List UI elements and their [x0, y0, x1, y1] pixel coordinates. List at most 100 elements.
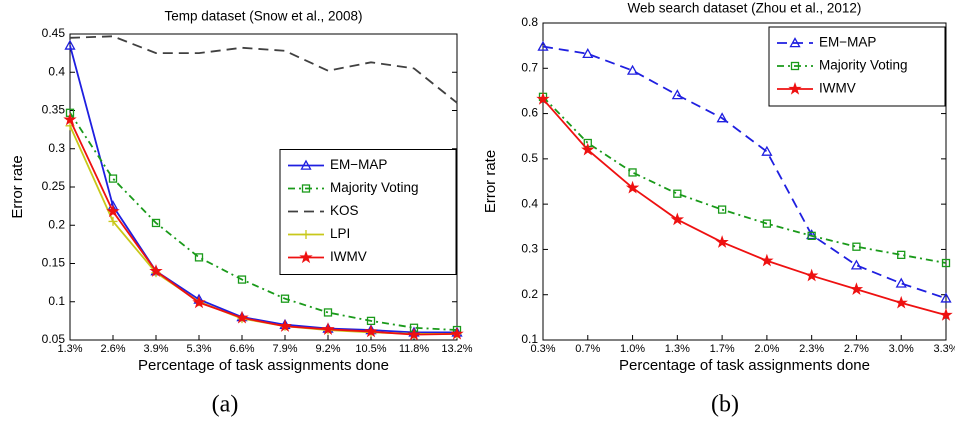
x-tick-label: 5.3%: [186, 343, 211, 355]
marker: [151, 218, 161, 228]
legend-marker: [788, 81, 802, 95]
marker: [63, 112, 77, 126]
y-tick-label: 0.3: [521, 242, 538, 256]
caption: (a): [212, 392, 239, 418]
marker: [760, 253, 774, 267]
marker: [626, 64, 639, 75]
marker: [106, 204, 120, 218]
marker: [192, 295, 206, 309]
marker: [625, 180, 640, 194]
y-tick-label: 0.5: [521, 151, 538, 165]
legend-label: Majority Voting: [819, 58, 908, 73]
y-tick-label: 0.2: [48, 217, 65, 231]
legend-marker: [300, 159, 312, 170]
marker: [581, 142, 595, 156]
legend-marker: [790, 61, 800, 71]
legend-label: IWMV: [330, 249, 367, 264]
x-axis-label: Percentage of task assignments done: [619, 357, 870, 374]
y-tick-label: 0.3: [48, 141, 65, 155]
x-tick-label: 3.9%: [143, 343, 168, 355]
x-tick-label: 1.0%: [620, 343, 645, 355]
marker: [716, 112, 728, 123]
x-tick-label: 3.3%: [933, 343, 955, 355]
series-line: [69, 119, 458, 336]
marker: [64, 39, 76, 50]
y-axis-label: Error rate: [9, 155, 26, 218]
x-tick-label: 3.0%: [889, 343, 914, 355]
marker: [108, 174, 118, 183]
y-tick-label: 0.2: [521, 287, 538, 301]
marker: [715, 235, 729, 248]
x-tick-label: 6.6%: [229, 343, 254, 355]
x-tick-label: 1.7%: [710, 343, 735, 355]
y-tick-label: 0.45: [42, 26, 66, 40]
marker: [939, 308, 953, 321]
x-tick-label: 13.2%: [441, 343, 472, 355]
marker: [407, 327, 421, 341]
x-tick-label: 0.7%: [575, 343, 600, 355]
y-tick-label: 0.1: [48, 294, 65, 308]
marker: [849, 282, 864, 295]
marker: [852, 242, 861, 251]
marker: [194, 253, 204, 262]
marker: [762, 219, 772, 228]
marker: [366, 316, 376, 326]
marker: [897, 250, 906, 260]
marker: [364, 324, 378, 338]
marker: [717, 205, 727, 214]
x-tick-label: 7.9%: [272, 343, 297, 355]
chart-title: Web search dataset (Zhou et al., 2012): [628, 1, 862, 16]
legend-label: IWMV: [819, 81, 856, 96]
y-tick-label: 0.05: [42, 332, 66, 346]
chart-title: Temp dataset (Snow et al., 2008): [164, 9, 362, 24]
marker: [807, 231, 816, 240]
series-line: [69, 112, 458, 331]
y-tick-label: 0.4: [521, 196, 538, 210]
marker: [895, 277, 907, 288]
legend-label: EM−MAP: [819, 35, 876, 50]
marker: [582, 47, 594, 59]
x-tick-label: 2.7%: [844, 343, 869, 355]
x-tick-label: 2.0%: [754, 343, 779, 355]
marker: [537, 40, 549, 51]
marker: [671, 89, 683, 100]
legend-label: EM−MAP: [330, 157, 387, 172]
marker: [894, 295, 908, 309]
marker: [280, 294, 290, 303]
marker: [761, 145, 773, 156]
y-tick-label: 0.8: [521, 15, 538, 29]
series-line: [542, 98, 947, 316]
legend-marker: [301, 230, 311, 239]
marker: [108, 216, 118, 226]
series-line: [69, 45, 457, 334]
legend-marker: [299, 250, 313, 264]
marker: [323, 308, 333, 317]
marker: [670, 212, 685, 226]
y-tick-label: 0.25: [42, 179, 66, 193]
marker: [536, 92, 550, 105]
marker: [278, 319, 292, 332]
x-tick-label: 1.3%: [665, 343, 690, 355]
x-tick-label: 11.8%: [399, 343, 430, 355]
marker: [450, 326, 464, 340]
marker: [940, 292, 952, 303]
marker: [149, 264, 163, 277]
y-tick-label: 0.35: [42, 103, 66, 117]
legend-label: Majority Voting: [330, 180, 419, 195]
x-tick-label: 1.3%: [57, 343, 82, 355]
x-tick-label: 10.5%: [355, 343, 386, 355]
marker: [628, 168, 637, 177]
marker: [941, 258, 951, 268]
legend-marker: [789, 37, 801, 48]
marker: [235, 310, 249, 324]
y-tick-label: 0.4: [48, 64, 65, 78]
y-tick-label: 0.1: [521, 332, 538, 346]
series-line: [542, 45, 947, 300]
marker: [237, 275, 247, 284]
series-line: [542, 96, 947, 264]
legend-marker: [301, 184, 311, 193]
x-tick-label: 9.2%: [315, 343, 340, 355]
x-tick-label: 0.3%: [530, 343, 555, 355]
y-tick-label: 0.6: [521, 106, 538, 120]
